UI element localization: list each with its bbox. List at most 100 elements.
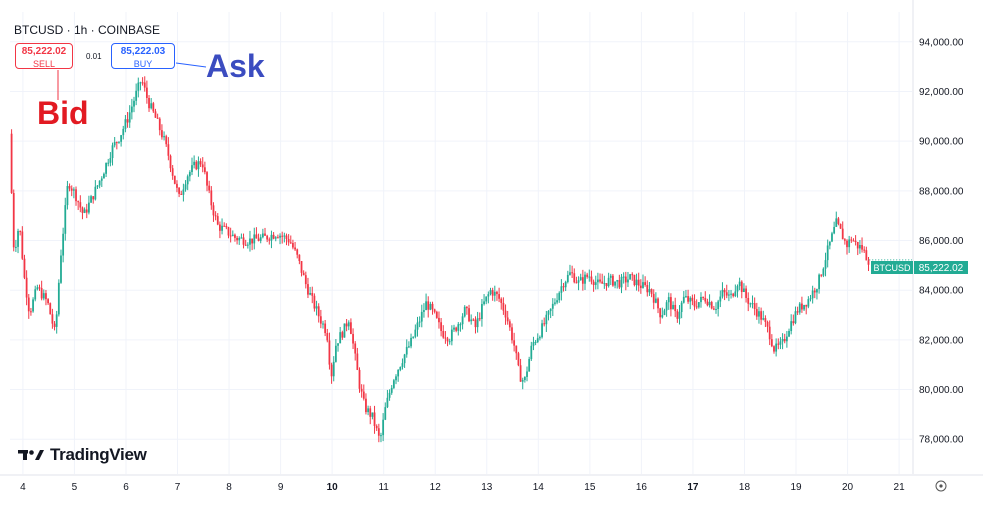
candle-body	[620, 276, 623, 288]
candle-body	[532, 342, 535, 346]
candle-body	[384, 407, 387, 420]
candle-body	[435, 311, 438, 318]
candle-body	[506, 317, 509, 322]
candle-body	[25, 277, 28, 298]
candle-body	[107, 162, 110, 164]
candle-body	[485, 296, 488, 302]
candle-body	[788, 331, 790, 337]
candle-body	[691, 297, 694, 301]
candle-body	[85, 209, 88, 213]
candle-body	[88, 202, 90, 213]
x-tick-label: 7	[175, 482, 181, 493]
candle-body	[124, 119, 127, 129]
candle-body	[285, 235, 288, 239]
candle-body	[395, 376, 397, 381]
candle-body	[496, 291, 498, 295]
candle-body	[682, 296, 685, 303]
candle-body	[528, 359, 531, 372]
candle-body	[697, 302, 700, 308]
candle-body	[775, 343, 778, 352]
price-axis[interactable]: 78,000.00 80,000.00 82,000.00 84,000.00 86,0…	[912, 0, 964, 474]
candle-body	[337, 343, 339, 346]
candle-body	[558, 292, 561, 301]
candle-body	[199, 161, 202, 165]
candle-body	[448, 341, 451, 343]
candle-body	[261, 233, 264, 238]
candle-body	[90, 196, 92, 203]
candle-body	[34, 289, 37, 300]
candle-body	[173, 175, 176, 184]
candle-body	[161, 130, 163, 138]
candle-body	[624, 276, 627, 283]
candle-body	[126, 119, 129, 123]
candle-body	[60, 255, 62, 283]
sell-button[interactable]: 85,222.02 SELL	[15, 43, 73, 69]
x-tick-label: 16	[636, 482, 648, 493]
candle-body	[94, 186, 97, 200]
candle-body	[841, 228, 844, 240]
candle-body	[781, 338, 784, 342]
candle-body	[865, 250, 868, 261]
candle-body	[249, 238, 251, 245]
candle-body	[350, 322, 352, 334]
candle-body	[848, 239, 851, 248]
candle-body	[605, 283, 608, 287]
tag-symbol-bg	[871, 261, 913, 274]
candle-body	[762, 318, 765, 320]
candle-body	[863, 249, 866, 251]
candle-body	[515, 345, 518, 354]
candle-body	[803, 304, 805, 310]
candle-body	[539, 337, 541, 339]
candle-body	[296, 249, 299, 255]
buy-button[interactable]: 85,222.03 BUY	[111, 43, 175, 69]
candle-body	[42, 293, 45, 299]
candle-body	[399, 366, 402, 370]
candle-body	[835, 218, 838, 227]
candle-body	[689, 297, 692, 302]
candle-body	[736, 286, 739, 292]
candle-body	[642, 282, 644, 288]
candle-body	[431, 303, 434, 310]
candle-body	[734, 291, 737, 297]
candle-body	[513, 340, 516, 346]
candle-body	[352, 333, 354, 344]
candle-body	[137, 82, 140, 91]
candle-body	[418, 321, 421, 323]
x-tick-label: 14	[533, 482, 545, 493]
candle-body	[380, 435, 382, 437]
candle-body	[386, 397, 389, 408]
candle-body	[390, 387, 393, 393]
candle-body	[790, 321, 793, 332]
candle-body	[858, 245, 861, 249]
candle-body	[283, 235, 286, 237]
x-tick-label: 9	[278, 482, 284, 493]
candle-body	[287, 238, 290, 243]
candle-body	[343, 323, 346, 338]
candle-body	[543, 323, 546, 325]
candle-body	[483, 301, 485, 305]
candle-body	[730, 293, 732, 295]
candle-body	[534, 341, 537, 343]
candle-body	[579, 277, 582, 281]
candle-body	[715, 309, 717, 311]
candle-body	[362, 391, 365, 399]
candle-body	[100, 178, 103, 181]
candle-body	[302, 272, 305, 276]
candle-body	[633, 274, 636, 286]
candle-body	[440, 322, 443, 331]
candle-body	[667, 297, 670, 303]
candle-body	[356, 353, 359, 370]
time-axis[interactable]: 4 5 6 7 8 9 10 11 12 13 14 15 16 17 18 19 20 21	[0, 474, 983, 493]
candle-body	[345, 323, 348, 327]
tradingview-logo[interactable]: TradingView	[18, 445, 147, 465]
candle-body	[311, 293, 314, 296]
candle-body	[257, 238, 260, 241]
candle-body	[113, 142, 116, 146]
candle-body	[334, 345, 337, 362]
candle-body	[779, 341, 782, 345]
candle-body	[590, 276, 593, 282]
settings-icon[interactable]	[935, 480, 947, 492]
candle-body	[27, 297, 30, 312]
